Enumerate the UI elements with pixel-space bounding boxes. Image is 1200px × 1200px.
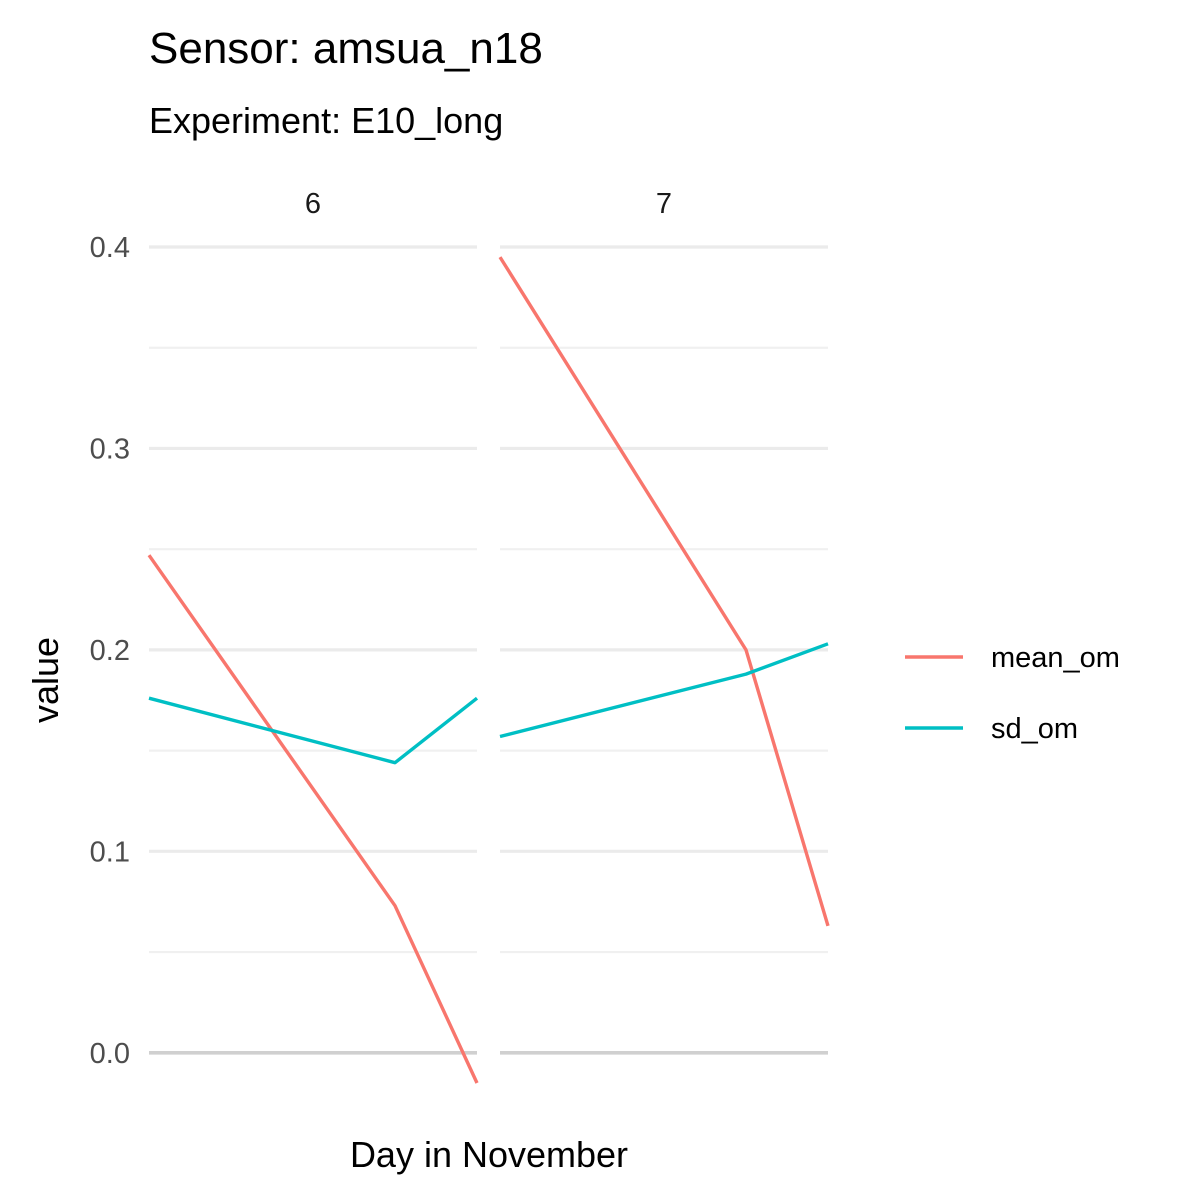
y-tick-label: 0.2 (90, 635, 130, 667)
legend-item-mean-om: mean_om (905, 642, 1120, 674)
y-tick-label: 0.1 (90, 836, 130, 868)
legend-label: sd_om (991, 713, 1078, 745)
facet-strip-label: 6 (305, 188, 321, 220)
series-line-sd-om (499, 642, 829, 739)
facet-panel-7: 7 (498, 188, 830, 1055)
y-axis-title: value (25, 637, 66, 723)
facet-strip-label: 7 (656, 188, 672, 220)
x-axis-title: Day in November (350, 1134, 628, 1175)
y-tick-label: 0.0 (90, 1038, 130, 1070)
legend-item-sd-om: sd_om (905, 713, 1078, 745)
series-line-sd-om (148, 696, 479, 765)
y-tick-label: 0.4 (90, 232, 130, 264)
series-line-mean-om (147, 554, 479, 1084)
facet-panel-6: 6 (147, 188, 479, 1084)
series-line-mean-om (498, 256, 830, 927)
legend-label: mean_om (991, 642, 1120, 674)
plot-area: 0.0 0.1 0.2 0.3 0.4 6 7 (90, 188, 830, 1084)
chart-title: Sensor: amsua_n18 (149, 24, 543, 73)
y-tick-label: 0.3 (90, 433, 130, 465)
legend: mean_om sd_om (905, 642, 1120, 745)
chart-subtitle: Experiment: E10_long (149, 100, 503, 141)
